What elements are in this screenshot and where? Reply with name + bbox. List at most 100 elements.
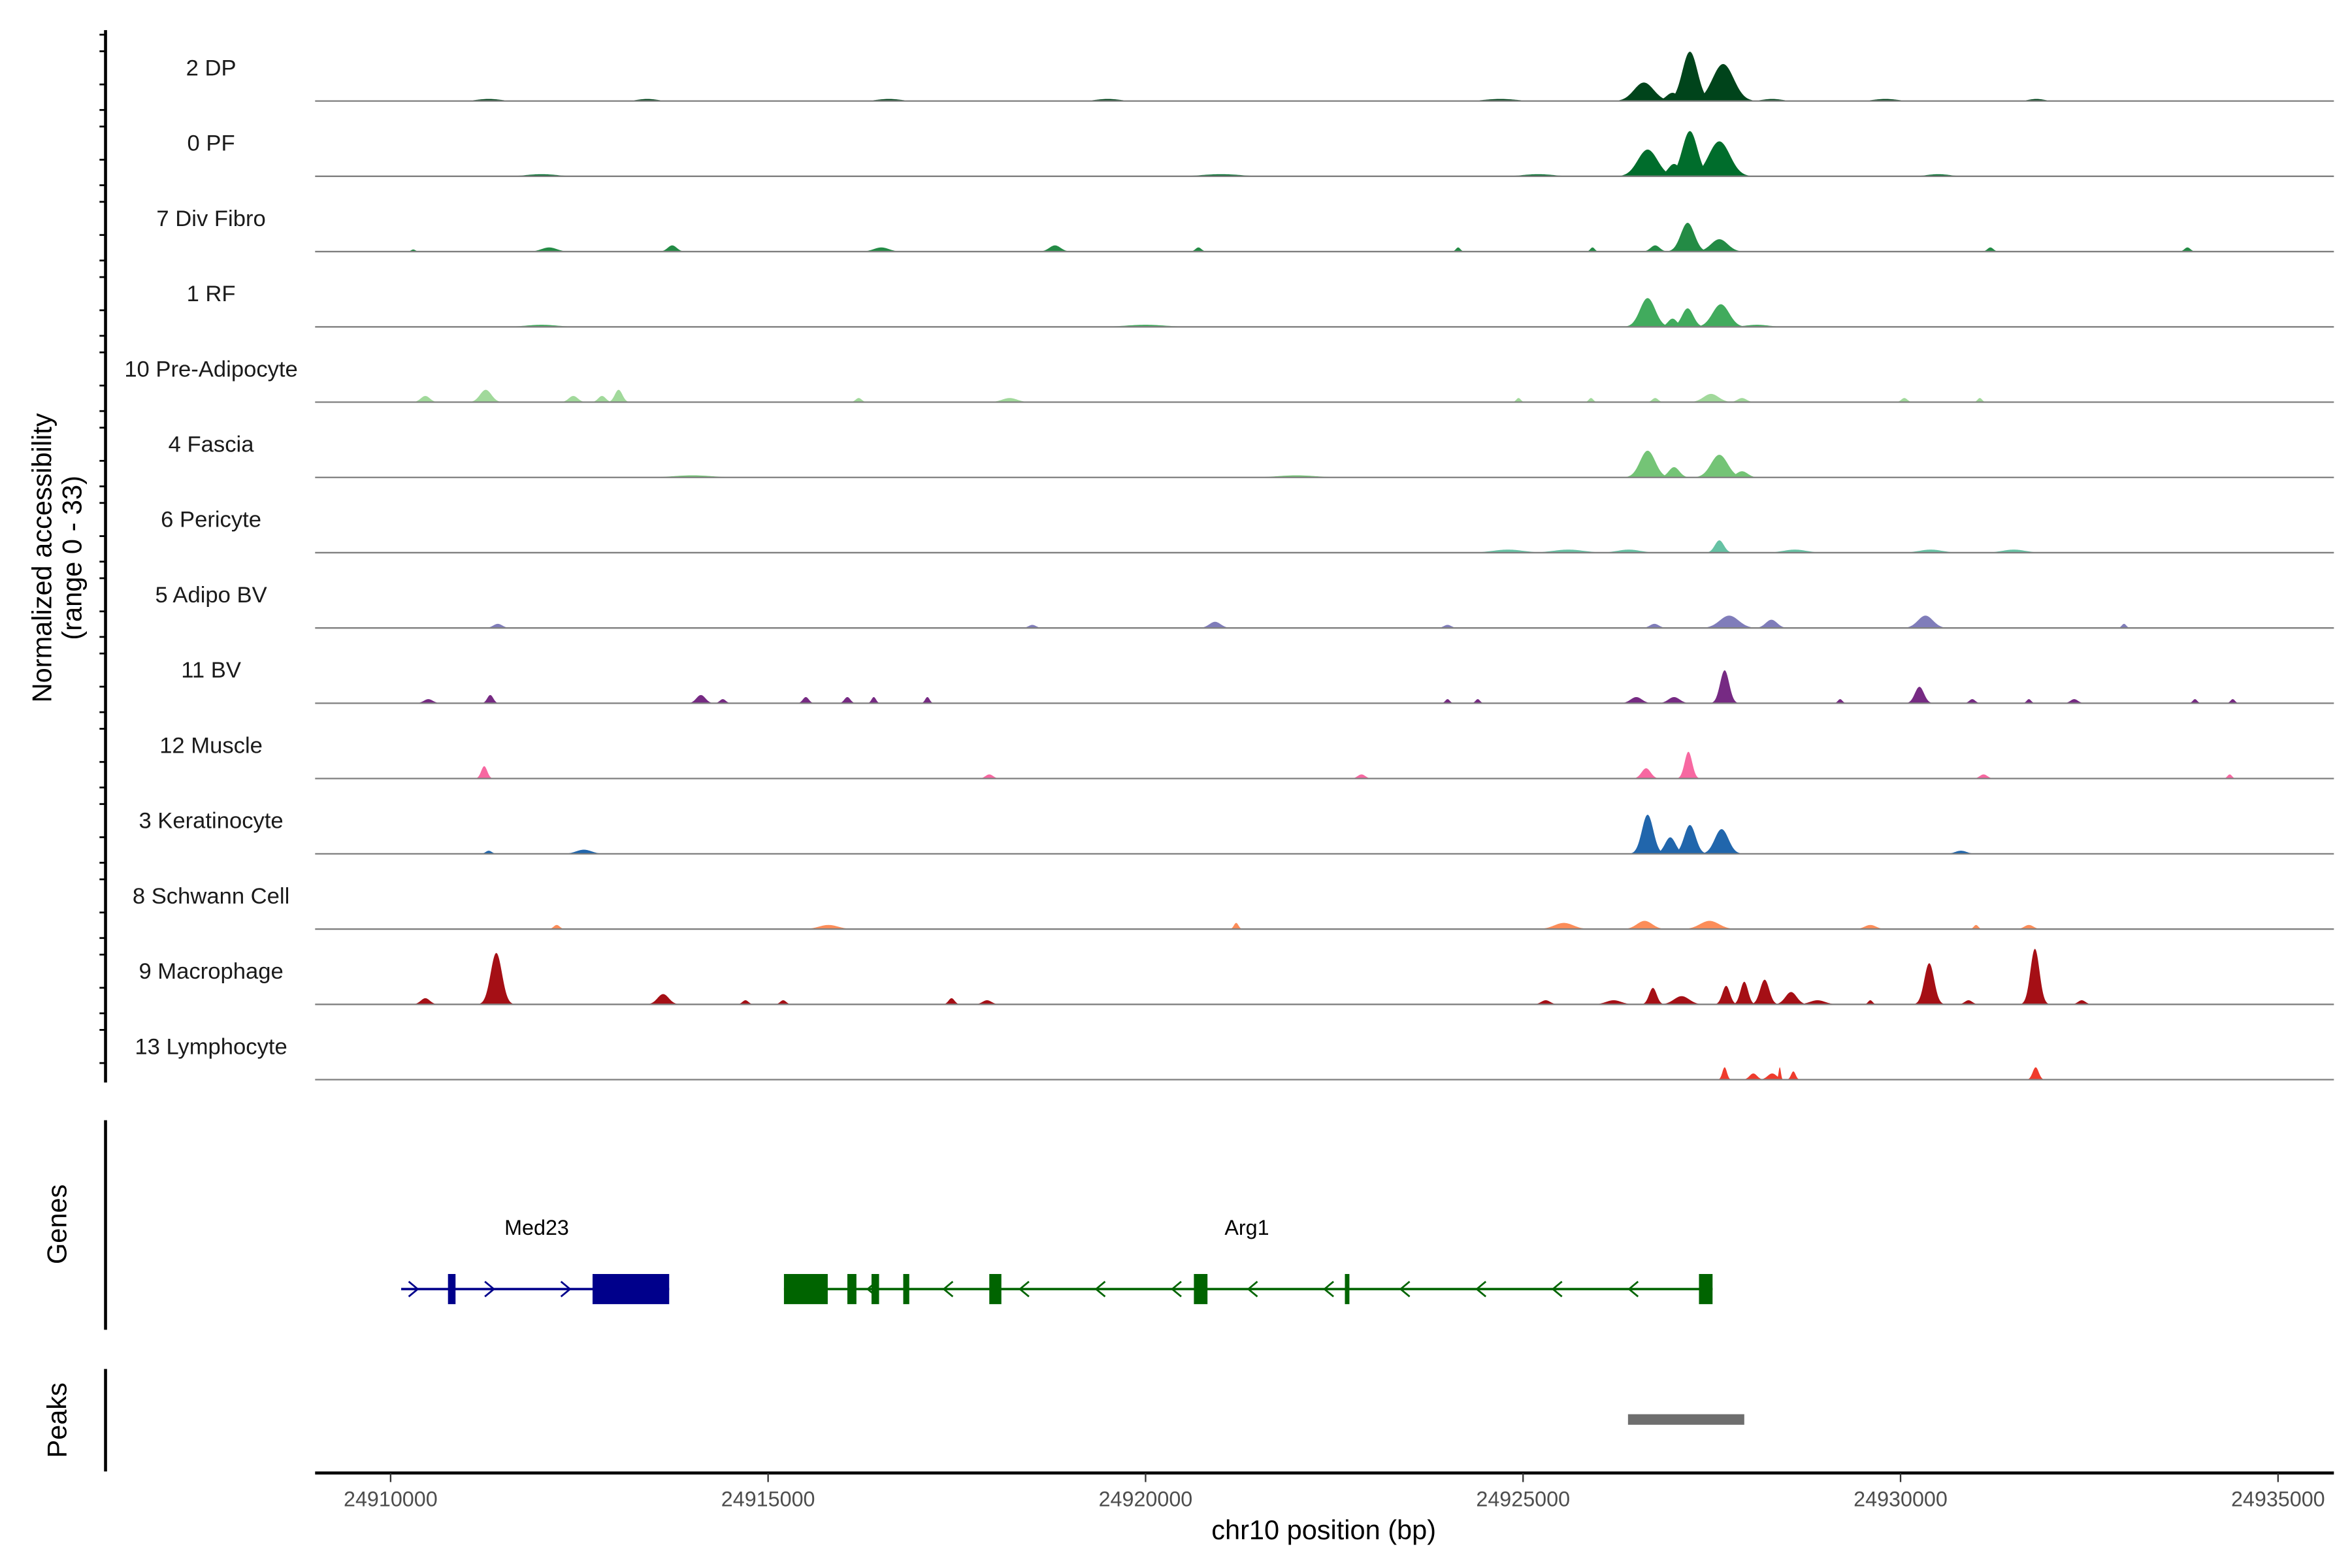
coverage-peak: [1895, 398, 1914, 402]
y-axis-title: Normalized accessibility: [26, 413, 57, 702]
coverage-peak: [2063, 699, 2086, 704]
x-tick-label: 24930000: [1854, 1487, 1948, 1511]
strand-arrow: [1094, 1281, 1106, 1298]
coverage-peak: [1618, 149, 1677, 176]
gene-label: Med23: [504, 1216, 569, 1239]
coverage-peak: [2022, 699, 2036, 704]
track-2-dp: 2 DP: [186, 52, 2334, 102]
coverage-peak: [1897, 549, 1965, 553]
track-label: 4 Fascia: [169, 433, 255, 457]
track-1-rf: 1 RF: [187, 282, 2334, 328]
coverage-peak: [479, 953, 514, 1004]
track-10-pre-adipocyte: 10 Pre-Adipocyte: [124, 357, 2334, 403]
x-tick-label: 24925000: [1476, 1487, 1570, 1511]
coverage-peak: [481, 694, 500, 704]
coverage-peak: [475, 766, 494, 779]
coverage-peak: [1676, 751, 1700, 779]
coverage-peak: [867, 696, 881, 704]
coverage-peak: [1671, 308, 1705, 327]
x-tick-label: 24920000: [1099, 1487, 1193, 1511]
coverage-peak: [1535, 923, 1592, 929]
coverage-peak: [2021, 949, 2049, 1004]
track-label: 11 BV: [181, 658, 241, 683]
coverage-peak: [1957, 1000, 1980, 1005]
coverage-peak: [796, 696, 815, 704]
coverage-peak: [1963, 699, 1982, 704]
coverage-peak: [1694, 239, 1744, 252]
gene-exon: [1345, 1274, 1350, 1305]
coverage-peak: [687, 694, 715, 704]
gene-exon: [871, 1274, 879, 1305]
coverage-peak: [1786, 1071, 1801, 1080]
coverage-peak: [1969, 924, 1983, 929]
track-4-fascia: 4 Fascia: [169, 433, 2334, 478]
coverage-peak: [1595, 549, 1663, 553]
coverage-peak: [1622, 921, 1667, 929]
track-label: 2 DP: [186, 56, 237, 80]
coverage-peak: [1667, 223, 1708, 252]
coverage-peak: [559, 396, 587, 402]
track-12-muscle: 12 Muscle: [159, 733, 2334, 779]
coverage-peak: [987, 398, 1033, 402]
coverage-peak: [1863, 1000, 1878, 1005]
coverage-peak: [1710, 670, 1739, 703]
track-label: 13 Lymphocyte: [135, 1034, 287, 1059]
track-11-bv: 11 BV: [181, 658, 2334, 704]
track-label: 0 PF: [188, 131, 235, 156]
coverage-peak: [561, 849, 607, 854]
gene-exon: [783, 1274, 828, 1305]
coverage-peak: [1641, 623, 1669, 629]
coverage-peak: [1657, 696, 1691, 704]
strand-arrow: [1551, 1281, 1563, 1298]
strand-arrow: [1475, 1281, 1487, 1298]
coverage-peak: [1695, 304, 1746, 327]
gene-med23: Med23: [401, 1216, 670, 1305]
gene-exon: [1699, 1274, 1713, 1305]
coverage-peak: [1646, 398, 1665, 402]
coverage-peak: [1944, 851, 1978, 854]
coverage-peak: [412, 998, 439, 1005]
coverage-peak: [1742, 1073, 1765, 1080]
coverage-peak: [1532, 1000, 1560, 1005]
coverage-peak: [1523, 549, 1614, 553]
coverage-peak: [1853, 924, 1887, 929]
coverage-peak: [1972, 774, 1995, 779]
coverage-peak: [1462, 549, 1554, 553]
coverage-peak: [1037, 245, 1072, 252]
coverage-peak: [1471, 699, 1485, 704]
coverage-peak: [659, 245, 686, 252]
coverage-peak: [921, 696, 934, 704]
strand-arrow: [1247, 1281, 1258, 1298]
coverage-peak: [1641, 988, 1665, 1005]
coverage-peak: [1632, 768, 1660, 779]
track-label: 7 Div Fibro: [156, 206, 265, 231]
coverage-peak: [414, 699, 442, 704]
coverage-peak: [1436, 625, 1459, 629]
x-axis-ticks: 24910000 24915000 24920000 24925000 24930000…: [344, 1473, 2325, 1511]
coverage-peak: [468, 389, 503, 402]
coverage-peak: [1833, 699, 1847, 704]
x-tick-label: 24915000: [721, 1487, 815, 1511]
strand-arrow: [408, 1281, 419, 1298]
track-3-keratinocyte: 3 Keratinocyte: [139, 809, 2334, 855]
track-label: 6 Pericyte: [161, 508, 261, 532]
coverage-peak: [1705, 540, 1733, 553]
x-tick-label: 24935000: [2231, 1487, 2325, 1511]
coverage-tracks: 2 DP 0 PF 7 Div Fibro 1 RF 10 Pre-Adipocyte 4…: [124, 52, 2334, 1081]
coverage-peak: [1980, 549, 2048, 553]
coverage-peak: [1659, 996, 1705, 1005]
coverage-peak: [1761, 549, 1829, 553]
coverage-peak: [607, 389, 630, 402]
coverage-peak: [1688, 393, 1734, 402]
coverage-peak: [736, 1000, 755, 1005]
coverage-peak: [2117, 623, 2131, 629]
gene-annotations: Med23 Arg1: [401, 1216, 1713, 1305]
coverage-peak: [1451, 247, 1465, 252]
coverage-peak: [1754, 619, 1789, 629]
coverage-peak: [1614, 82, 1674, 101]
coverage-peak: [1795, 1000, 1840, 1005]
strand-arrow: [1323, 1281, 1334, 1298]
coverage-peak: [1688, 141, 1752, 176]
coverage-peak: [1718, 1067, 1732, 1080]
coverage-peak: [1350, 774, 1373, 779]
